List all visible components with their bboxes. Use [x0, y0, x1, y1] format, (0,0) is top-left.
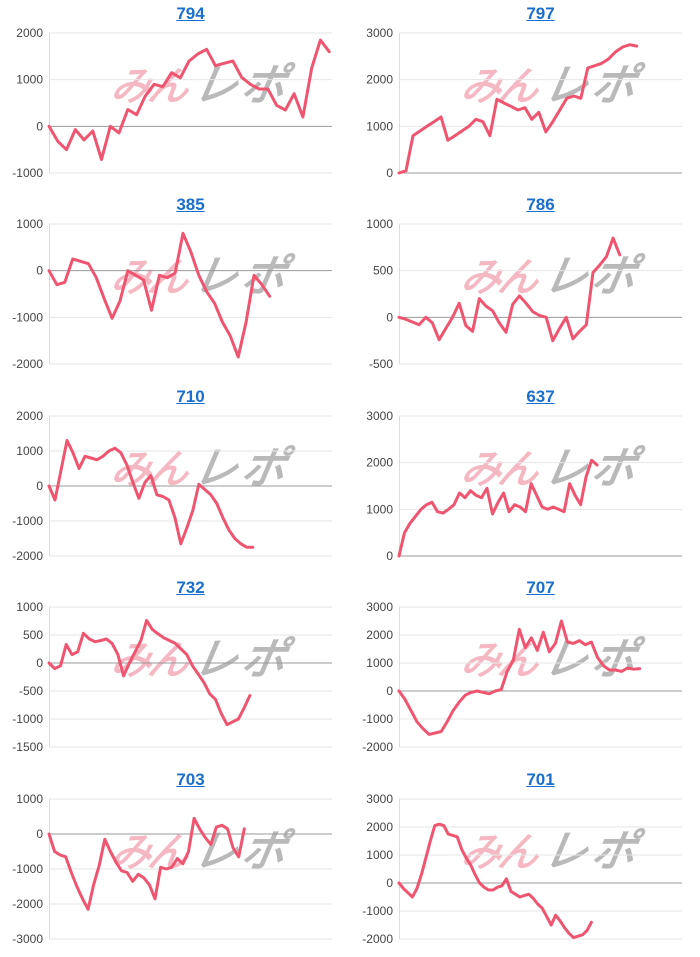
trend-line-series [397, 458, 599, 558]
y-tick-label: 1000 [16, 444, 43, 458]
trend-line-chart: 3000 2000 1000 0 -1000 -2000 [362, 600, 682, 754]
y-tick-label: 1000 [366, 119, 393, 133]
y-tick-label: -500 [19, 684, 43, 698]
y-tick-label: 1000 [366, 848, 393, 862]
chart-title-link[interactable]: 710 [176, 386, 205, 406]
y-tick-label: 1000 [16, 792, 43, 806]
y-tick-label: 1000 [16, 217, 43, 231]
y-tick-label: 0 [386, 166, 393, 180]
trend-line-chart: 1000 0 -1000 -2000 -3000 [12, 792, 332, 946]
y-tick-label: 0 [36, 479, 43, 493]
trend-line-chart: 3000 2000 1000 0 [366, 26, 682, 180]
y-tick-label: 1000 [366, 502, 393, 516]
y-tick-label: -1000 [12, 311, 43, 325]
chart-cell: 794 みんレポ 2000 1000 0 -1000 [0, 0, 350, 191]
y-tick-label: -1000 [12, 514, 43, 528]
y-tick-label: 1000 [366, 656, 393, 670]
y-tick-label: -2000 [362, 932, 393, 946]
y-tick-label: 0 [386, 876, 393, 890]
trend-line-series [47, 816, 246, 911]
y-tick-label: -1500 [12, 740, 43, 754]
y-tick-label: 1000 [366, 217, 393, 231]
chart-title-link[interactable]: 637 [526, 386, 555, 406]
trend-line-series [47, 619, 252, 727]
chart-cell: 786 みんレポ 1000 500 0 -500 [350, 191, 700, 382]
trend-line-series [47, 232, 272, 359]
y-tick-label: -2000 [12, 897, 43, 911]
trend-line-series [47, 38, 331, 161]
y-tick-label: -2000 [362, 740, 393, 754]
chart-cell: 385 みんレポ 1000 0 -1000 -2000 [0, 191, 350, 382]
y-tick-label: -1000 [12, 712, 43, 726]
trend-line-chart: 3000 2000 1000 0 [366, 409, 682, 563]
chart-title-link[interactable]: 794 [176, 4, 205, 23]
trend-line-chart: 1000 500 0 -500 -1000 -1500 [12, 600, 332, 754]
y-tick-label: 0 [386, 311, 393, 325]
trend-line-series [47, 438, 255, 549]
chart-cell: 703 みんレポ 1000 0 -1000 -2000 -3000 [0, 766, 350, 957]
y-tick-label: -1000 [362, 712, 393, 726]
y-tick-label: 2000 [16, 409, 43, 423]
trend-line-chart: 2000 1000 0 -1000 -2000 [12, 409, 332, 563]
y-tick-label: 500 [23, 628, 43, 642]
y-tick-label: 3000 [366, 792, 393, 806]
trend-line-chart: 3000 2000 1000 0 -1000 -2000 [362, 792, 682, 946]
y-tick-label: -500 [369, 357, 393, 371]
y-tick-label: 0 [36, 827, 43, 841]
chart-cell: 637 みんレポ 3000 2000 1000 0 [350, 383, 700, 574]
trend-line-series [397, 619, 642, 737]
trend-line-chart: 1000 500 0 -500 [366, 217, 682, 371]
y-tick-label: -3000 [12, 932, 43, 946]
chart-cell: 732 みんレポ 1000 500 0 -500 -1000 -1500 [0, 574, 350, 765]
chart-title-link[interactable]: 797 [526, 4, 555, 23]
trend-line-series [397, 236, 622, 343]
y-tick-label: 2000 [366, 455, 393, 469]
y-tick-label: -1000 [12, 862, 43, 876]
chart-cell: 797 みんレポ 3000 2000 1000 0 [350, 0, 700, 191]
y-tick-label: 1000 [16, 73, 43, 87]
y-tick-label: -2000 [12, 357, 43, 371]
y-tick-label: 2000 [366, 73, 393, 87]
trend-line-chart: 2000 1000 0 -1000 [12, 26, 332, 180]
y-tick-label: -2000 [12, 549, 43, 563]
y-tick-label: -1000 [362, 904, 393, 918]
y-tick-label: -1000 [12, 166, 43, 180]
trend-line-series [397, 43, 639, 175]
y-tick-label: 3000 [366, 409, 393, 423]
y-tick-label: 0 [36, 656, 43, 670]
y-tick-label: 2000 [366, 820, 393, 834]
y-tick-label: 2000 [16, 26, 43, 40]
chart-title-link[interactable]: 703 [176, 769, 205, 789]
chart-cell: 701 みんレポ 3000 2000 1000 0 -1000 -2000 [350, 766, 700, 957]
chart-title-link[interactable]: 732 [176, 578, 205, 598]
y-tick-label: 2000 [366, 628, 393, 642]
chart-cell: 710 みんレポ 2000 1000 0 -1000 -2000 [0, 383, 350, 574]
y-tick-label: 3000 [366, 26, 393, 40]
chart-title-link[interactable]: 701 [526, 769, 555, 789]
chart-title-link[interactable]: 786 [526, 195, 555, 215]
chart-title-link[interactable]: 707 [526, 578, 555, 598]
chart-cell: 707 みんレポ 3000 2000 1000 0 -1000 -2000 [350, 574, 700, 765]
y-tick-label: 0 [386, 549, 393, 563]
y-tick-label: 3000 [366, 600, 393, 614]
y-tick-label: 1000 [16, 600, 43, 614]
y-tick-label: 500 [373, 264, 393, 278]
trend-line-chart: 1000 0 -1000 -2000 [12, 217, 332, 371]
y-tick-label: 0 [36, 264, 43, 278]
y-tick-label: 0 [386, 684, 393, 698]
y-tick-label: 0 [36, 119, 43, 133]
trend-line-series [397, 822, 593, 939]
chart-title-link[interactable]: 385 [176, 195, 205, 215]
